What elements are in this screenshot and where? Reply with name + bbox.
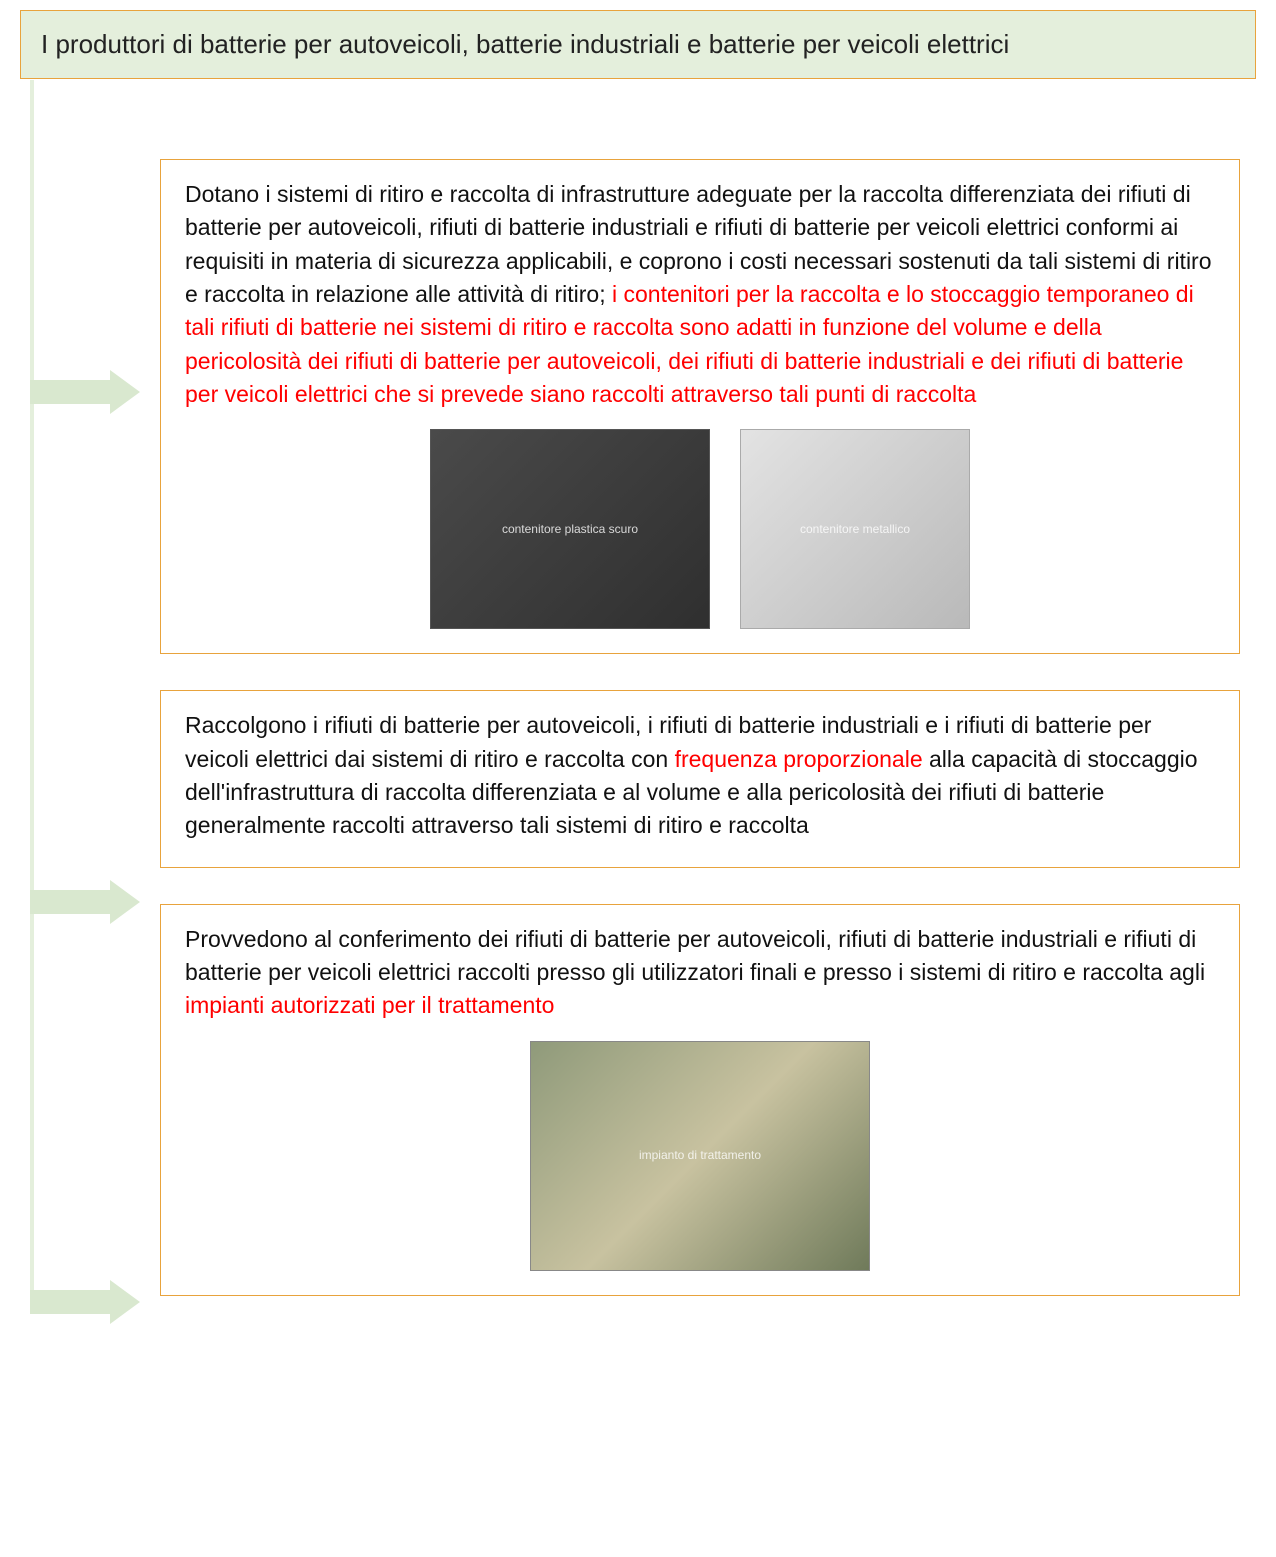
arrow-head-icon [110, 1280, 140, 1324]
arrow-shaft [30, 890, 110, 914]
header-box: I produttori di batterie per autoveicoli… [20, 10, 1256, 79]
arrow-shaft [30, 1290, 110, 1314]
page: I produttori di batterie per autoveicoli… [0, 0, 1276, 1372]
image-alt-label: contenitore plastica scuro [498, 517, 642, 542]
illustration-image: contenitore plastica scuro [430, 429, 710, 629]
box-paragraph: Dotano i sistemi di ritiro e raccolta di… [185, 178, 1215, 411]
illustration-image: contenitore metallico [740, 429, 970, 629]
image-alt-label: contenitore metallico [796, 517, 914, 542]
illustration-image: impianto di trattamento [530, 1041, 870, 1271]
flow-arrow [30, 370, 140, 414]
highlighted-text: frequenza proporzionale [675, 746, 923, 772]
content-box: Provvedono al conferimento dei rifiuti d… [160, 904, 1240, 1296]
arrow-head-icon [110, 880, 140, 924]
content-box: Raccolgono i rifiuti di batterie per aut… [160, 690, 1240, 867]
image-alt-label: impianto di trattamento [635, 1143, 765, 1168]
arrow-shaft [30, 380, 110, 404]
body-text: Provvedono al conferimento dei rifiuti d… [185, 926, 1205, 985]
arrow-head-icon [110, 370, 140, 414]
content-box: Dotano i sistemi di ritiro e raccolta di… [160, 159, 1240, 654]
flow-arrow [30, 1280, 140, 1324]
content-column: Dotano i sistemi di ritiro e raccolta di… [160, 159, 1240, 1296]
image-row: impianto di trattamento [185, 1041, 1215, 1271]
box-paragraph: Raccolgono i rifiuti di batterie per aut… [185, 709, 1215, 842]
image-row: contenitore plastica scuro contenitore me… [185, 429, 1215, 629]
flow-arrow [30, 880, 140, 924]
highlighted-text: impianti autorizzati per il trattamento [185, 992, 554, 1018]
flow-vertical-line [30, 80, 34, 1300]
box-paragraph: Provvedono al conferimento dei rifiuti d… [185, 923, 1215, 1023]
header-text: I produttori di batterie per autoveicoli… [41, 29, 1009, 59]
